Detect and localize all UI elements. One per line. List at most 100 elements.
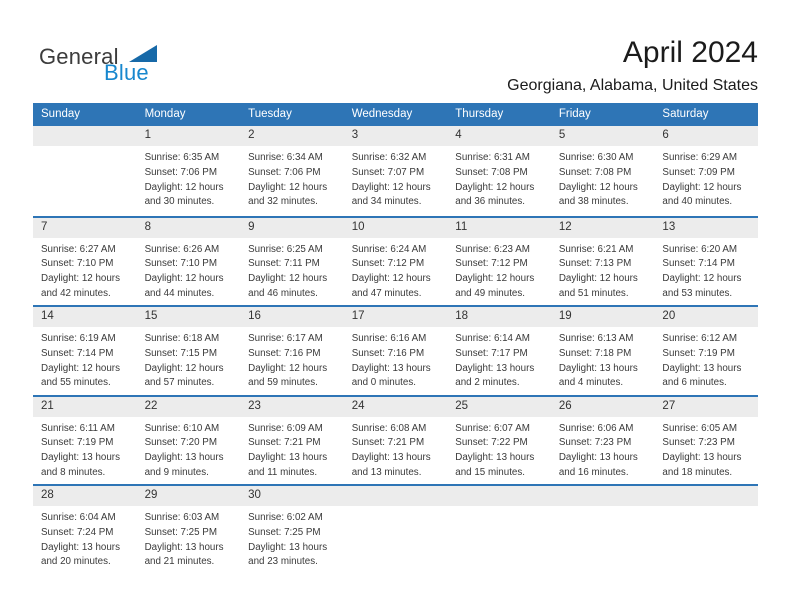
day-daylight: Daylight: 12 hours and 30 minutes. [144, 181, 224, 208]
day-sunset: Sunset: 7:10 PM [41, 258, 114, 270]
weekday-header-wednesday: Wednesday [351, 108, 413, 120]
logo-text-blue: Blue [104, 60, 149, 85]
day-number: 18 [447, 307, 551, 327]
day-cell: 16 Sunrise: 6:17 AM Sunset: 7:16 PM Dayligh… [240, 307, 344, 395]
day-cell: 10 Sunrise: 6:24 AM Sunset: 7:12 PM Dayligh… [343, 217, 448, 306]
day-sunrise: Sunrise: 6:20 AM [662, 243, 738, 255]
day-number: 29 [136, 486, 241, 506]
day-sunrise: Sunrise: 6:08 AM [351, 422, 427, 434]
day-number: 3 [343, 126, 448, 146]
day-cell: 11 Sunrise: 6:23 AM Sunset: 7:12 PM Dayligh… [447, 217, 551, 306]
day-details: Sunrise: 6:03 AM Sunset: 7:25 PM Daylight:… [137, 506, 241, 570]
day-sunset: Sunset: 7:21 PM [351, 437, 425, 449]
day-details: Sunrise: 6:13 AM Sunset: 7:18 PM Daylight:… [551, 327, 655, 391]
day-daylight: Daylight: 13 hours and 6 minutes. [662, 362, 742, 389]
day-cell-empty [343, 486, 448, 574]
day-sunset: Sunset: 7:17 PM [455, 347, 528, 359]
day-sunset: Sunset: 7:10 PM [144, 258, 217, 270]
day-cell: 26 Sunrise: 6:06 AM Sunset: 7:23 PM Dayligh… [550, 396, 655, 485]
day-daylight: Daylight: 13 hours and 11 minutes. [248, 452, 328, 478]
day-cell: 17 Sunrise: 6:16 AM Sunset: 7:16 PM Dayligh… [343, 307, 448, 395]
day-cell: 27 Sunrise: 6:05 AM Sunset: 7:23 PM Dayligh… [654, 396, 758, 485]
day-cell: 22 Sunrise: 6:10 AM Sunset: 7:20 PM Dayligh… [136, 396, 241, 485]
day-details: Sunrise: 6:09 AM Sunset: 7:21 PM Daylight:… [240, 417, 344, 481]
day-details: Sunrise: 6:21 AM Sunset: 7:13 PM Daylight:… [551, 238, 655, 302]
day-sunset: Sunset: 7:16 PM [248, 347, 321, 359]
page-title: April 2024 [622, 36, 758, 69]
day-cell: 24 Sunrise: 6:08 AM Sunset: 7:21 PM Dayligh… [343, 396, 448, 485]
day-details: Sunrise: 6:05 AM Sunset: 7:23 PM Daylight:… [654, 417, 758, 481]
day-number: 15 [136, 307, 241, 327]
day-details: Sunrise: 6:24 AM Sunset: 7:12 PM Daylight:… [344, 238, 448, 302]
day-cell: 7 Sunrise: 6:27 AM Sunset: 7:10 PM Daylight… [33, 217, 137, 306]
day-sunset: Sunset: 7:12 PM [351, 258, 425, 270]
day-sunset: Sunset: 7:23 PM [558, 437, 632, 449]
day-details: Sunrise: 6:18 AM Sunset: 7:15 PM Daylight:… [137, 327, 241, 391]
day-sunrise: Sunrise: 6:10 AM [144, 422, 220, 434]
day-details: Sunrise: 6:26 AM Sunset: 7:10 PM Daylight:… [137, 238, 241, 302]
day-sunset: Sunset: 7:19 PM [662, 347, 735, 359]
day-number: 14 [33, 307, 137, 327]
weekday-header-friday: Friday [558, 108, 591, 120]
day-details: Sunrise: 6:23 AM Sunset: 7:12 PM Daylight:… [447, 238, 551, 302]
day-cell: 14 Sunrise: 6:19 AM Sunset: 7:14 PM Dayligh… [33, 307, 137, 395]
day-number: 25 [447, 396, 551, 417]
day-cell: 9 Sunrise: 6:25 AM Sunset: 7:11 PM Daylight… [240, 217, 344, 306]
day-details: Sunrise: 6:14 AM Sunset: 7:17 PM Daylight:… [447, 327, 551, 391]
day-daylight: Daylight: 12 hours and 51 minutes. [558, 273, 638, 299]
day-sunrise: Sunrise: 6:12 AM [662, 333, 738, 344]
day-details: Sunrise: 6:12 AM Sunset: 7:19 PM Daylight:… [654, 327, 758, 391]
day-number: 28 [33, 486, 137, 506]
day-details: Sunrise: 6:20 AM Sunset: 7:14 PM Daylight:… [654, 238, 758, 302]
day-sunrise: Sunrise: 6:03 AM [144, 512, 220, 523]
day-details: Sunrise: 6:10 AM Sunset: 7:20 PM Daylight:… [137, 417, 241, 481]
day-sunset: Sunset: 7:06 PM [248, 166, 321, 178]
day-details: Sunrise: 6:35 AM Sunset: 7:06 PM Daylight:… [137, 146, 241, 210]
day-daylight: Daylight: 13 hours and 2 minutes. [455, 362, 535, 389]
day-daylight: Daylight: 12 hours and 34 minutes. [351, 181, 431, 208]
day-sunset: Sunset: 7:24 PM [41, 526, 114, 538]
day-sunset: Sunset: 7:25 PM [144, 526, 217, 538]
day-cell: 20 Sunrise: 6:12 AM Sunset: 7:19 PM Dayligh… [654, 307, 758, 395]
day-daylight: Daylight: 12 hours and 55 minutes. [41, 362, 120, 389]
day-details: Sunrise: 6:07 AM Sunset: 7:22 PM Daylight:… [447, 417, 551, 481]
day-daylight: Daylight: 13 hours and 8 minutes. [41, 452, 120, 478]
day-details: Sunrise: 6:06 AM Sunset: 7:23 PM Daylight:… [551, 417, 655, 481]
calendar: Sunday Monday Tuesday Wednesday Thursday… [33, 103, 758, 574]
day-details: Sunrise: 6:19 AM Sunset: 7:14 PM Daylight:… [33, 327, 137, 391]
day-number: 2 [240, 126, 344, 146]
day-sunset: Sunset: 7:19 PM [41, 437, 114, 449]
day-number [33, 126, 137, 146]
day-details: Sunrise: 6:04 AM Sunset: 7:24 PM Daylight:… [33, 506, 137, 570]
day-daylight: Daylight: 13 hours and 4 minutes. [558, 362, 638, 389]
day-sunrise: Sunrise: 6:17 AM [248, 333, 323, 344]
week-row: 28 Sunrise: 6:04 AM Sunset: 7:24 PM Dayligh… [33, 484, 758, 574]
day-daylight: Daylight: 13 hours and 21 minutes. [144, 541, 224, 568]
day-number: 4 [447, 126, 551, 146]
calendar-weeks: 1 Sunrise: 6:35 AM Sunset: 7:06 PM Daylight… [33, 126, 758, 574]
day-cell-empty [654, 486, 758, 574]
day-number: 16 [240, 307, 344, 327]
day-daylight: Daylight: 12 hours and 49 minutes. [455, 273, 535, 299]
weekday-header-thursday: Thursday [455, 108, 504, 120]
week-row: 7 Sunrise: 6:27 AM Sunset: 7:10 PM Daylight… [33, 215, 758, 306]
day-sunset: Sunset: 7:11 PM [248, 258, 320, 270]
day-sunrise: Sunrise: 6:11 AM [41, 422, 115, 434]
day-daylight: Daylight: 12 hours and 53 minutes. [662, 273, 742, 299]
page-subtitle: Georgiana, Alabama, United States [507, 77, 758, 94]
day-sunrise: Sunrise: 6:27 AM [41, 243, 116, 255]
day-cell: 13 Sunrise: 6:20 AM Sunset: 7:14 PM Dayligh… [654, 217, 758, 306]
day-number: 19 [550, 307, 655, 327]
day-cell-empty [33, 126, 137, 216]
day-number [654, 486, 758, 506]
weekday-header-tuesday: Tuesday [248, 108, 292, 120]
weekday-header-sunday: Sunday [41, 108, 81, 120]
day-cell: 12 Sunrise: 6:21 AM Sunset: 7:13 PM Dayligh… [550, 217, 655, 306]
day-sunrise: Sunrise: 6:23 AM [455, 243, 530, 255]
day-cell: 30 Sunrise: 6:02 AM Sunset: 7:25 PM Dayligh… [240, 486, 344, 574]
day-daylight: Daylight: 12 hours and 36 minutes. [455, 181, 535, 208]
day-daylight: Daylight: 12 hours and 32 minutes. [248, 181, 328, 208]
week-row: 21 Sunrise: 6:11 AM Sunset: 7:19 PM Dayligh… [33, 394, 758, 485]
day-number [343, 486, 448, 506]
day-daylight: Daylight: 12 hours and 44 minutes. [144, 273, 224, 299]
